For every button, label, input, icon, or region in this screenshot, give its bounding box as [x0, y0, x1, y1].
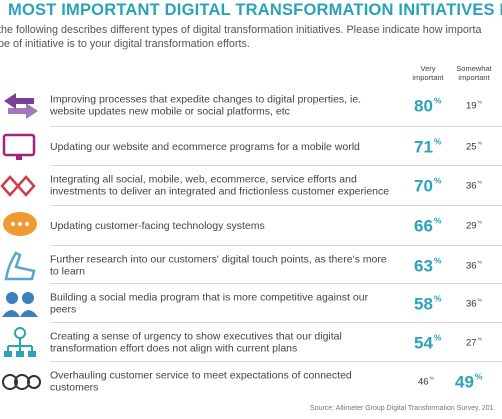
- initiative-text: Creating a sense of urgency to show exec…: [50, 330, 342, 355]
- value-number: 54: [414, 332, 433, 352]
- percent-sign: %: [433, 293, 442, 304]
- percent-sign: %: [433, 95, 442, 106]
- value-number: 80: [414, 95, 433, 115]
- somewhat-important-value: 25%: [466, 141, 482, 152]
- row-separator: [50, 165, 502, 166]
- row-icon: [4, 327, 36, 357]
- very-important-value: 66%: [414, 215, 441, 236]
- value-number: 29: [466, 220, 477, 231]
- percent-sign: %: [477, 100, 482, 106]
- value-number: 49: [455, 371, 474, 391]
- initiative-text: Further research into our customers' dig…: [50, 253, 387, 278]
- table-row: Updating customer-facing technology syst…: [0, 205, 502, 245]
- row-icon: [4, 93, 38, 119]
- percent-sign: %: [433, 136, 442, 147]
- row-separator: [50, 322, 502, 323]
- row-icon: [0, 175, 36, 197]
- value-number: 66: [414, 215, 433, 235]
- percent-sign: %: [433, 255, 442, 266]
- row-separator: [50, 126, 502, 127]
- percent-sign: %: [477, 180, 482, 186]
- percent-sign: %: [433, 215, 442, 226]
- source: Source: Altimeter Group Digital Transfor…: [310, 405, 494, 412]
- somewhat-important-value: 29%: [466, 220, 482, 231]
- very-important-value: 54%: [414, 332, 441, 353]
- somewhat-important-value: 36%: [466, 298, 482, 309]
- initiative-text: Building a social media program that is …: [50, 291, 369, 316]
- value-number: 36: [466, 180, 477, 191]
- row-separator: [50, 245, 502, 246]
- title: MOST IMPORTANT DIGITAL TRANSFORMATION IN…: [8, 1, 502, 19]
- percent-sign: %: [477, 298, 482, 304]
- column-header: Somewhat important: [456, 64, 492, 82]
- value-number: 71: [414, 136, 433, 156]
- initiative-text: Updating our website and ecommerce progr…: [50, 140, 360, 153]
- subtitle-line: the following describes different types …: [0, 24, 482, 36]
- table-row: Creating a sense of urgency to show exec…: [0, 322, 502, 362]
- row-icon: [3, 212, 37, 236]
- row-icon: [2, 374, 41, 390]
- row-icon: [2, 292, 38, 317]
- value-number: 27: [466, 337, 477, 348]
- percent-sign: %: [477, 337, 482, 343]
- percent-sign: %: [474, 371, 483, 382]
- value-number: 25: [466, 141, 477, 152]
- initiative-text: Updating customer-facing technology syst…: [50, 219, 265, 232]
- table-row: Improving processes that expedite change…: [0, 86, 502, 125]
- somewhat-important-value: 49%: [455, 371, 482, 392]
- percent-sign: %: [477, 220, 482, 226]
- table-row: Overhauling customer service to meet exp…: [0, 361, 502, 401]
- initiative-text: Improving processes that expedite change…: [50, 93, 362, 118]
- very-important-value: 46%: [418, 376, 434, 387]
- row-separator: [50, 205, 502, 206]
- initiative-text: Overhauling customer service to meet exp…: [50, 369, 352, 394]
- subtitle-line: pe of initiative is to your digital tran…: [0, 38, 250, 50]
- very-important-value: 71%: [414, 136, 441, 157]
- value-number: 36: [466, 298, 477, 309]
- value-number: 19: [466, 100, 477, 111]
- somewhat-important-value: 36%: [466, 180, 482, 191]
- table-row: Updating our website and ecommerce progr…: [0, 126, 502, 166]
- value-number: 36: [466, 260, 477, 271]
- table-row: Building a social media program that is …: [0, 283, 502, 323]
- table-row: Further research into our customers' dig…: [0, 245, 502, 285]
- row-icon: [2, 133, 36, 160]
- table-row: Integrating all social, mobile, web, eco…: [0, 165, 502, 205]
- very-important-value: 63%: [414, 255, 441, 276]
- somewhat-important-value: 19%: [466, 100, 482, 111]
- percent-sign: %: [429, 376, 434, 382]
- column-header: Very important: [412, 64, 444, 82]
- percent-sign: %: [477, 141, 482, 147]
- row-separator: [50, 283, 502, 284]
- somewhat-important-value: 36%: [466, 260, 482, 271]
- very-important-value: 70%: [414, 175, 441, 196]
- value-number: 46: [418, 376, 429, 387]
- value-number: 63: [414, 255, 433, 275]
- percent-sign: %: [433, 175, 442, 186]
- value-number: 58: [414, 293, 433, 313]
- percent-sign: %: [433, 332, 442, 343]
- initiative-text: Integrating all social, mobile, web, eco…: [50, 173, 390, 198]
- row-icon: [4, 251, 36, 281]
- percent-sign: %: [477, 260, 482, 266]
- value-number: 70: [414, 175, 433, 195]
- somewhat-important-value: 27%: [466, 337, 482, 348]
- very-important-value: 80%: [414, 95, 441, 116]
- very-important-value: 58%: [414, 293, 441, 314]
- row-separator: [50, 361, 502, 362]
